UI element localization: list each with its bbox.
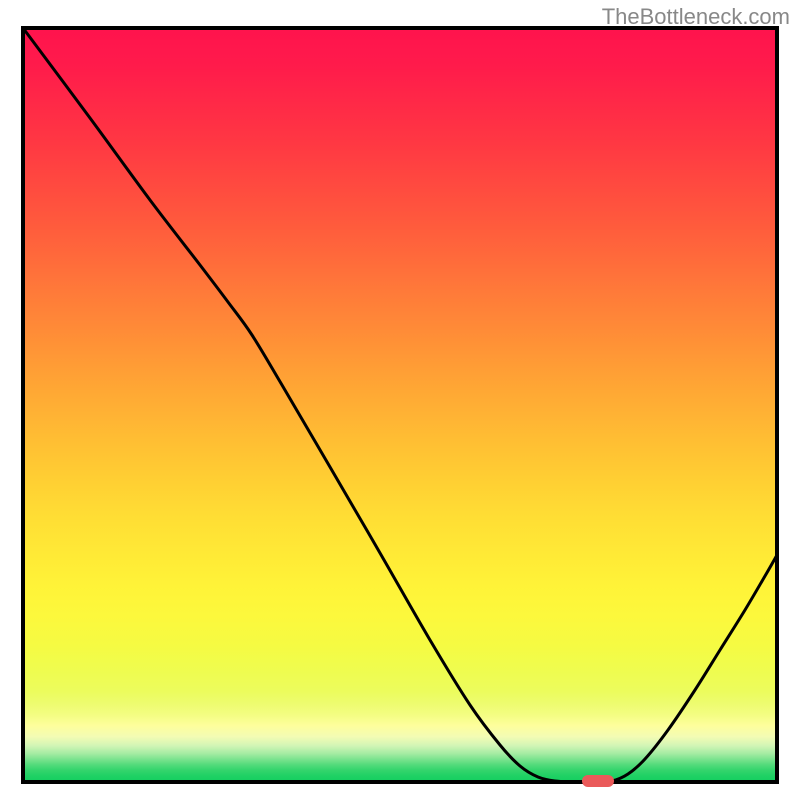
chart-canvas [0,0,800,800]
optimal-marker [582,775,614,787]
watermark-text: TheBottleneck.com [602,4,790,30]
gradient-background [23,28,777,782]
bottleneck-chart: TheBottleneck.com [0,0,800,800]
